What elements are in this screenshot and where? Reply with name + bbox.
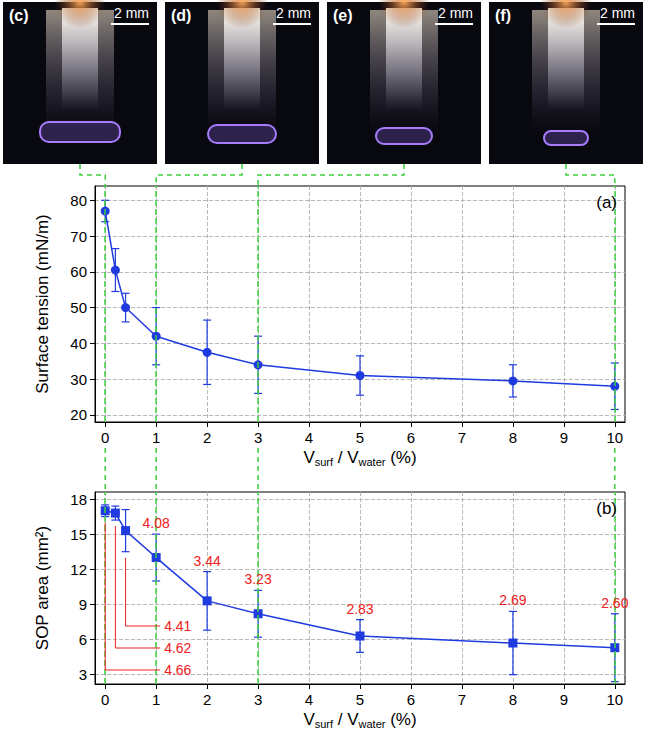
svg-text:3: 3	[254, 691, 262, 708]
svg-text:1: 1	[152, 429, 160, 446]
svg-text:V: V	[303, 710, 315, 729]
svg-text:(e): (e)	[333, 7, 353, 24]
svg-text:4: 4	[305, 429, 313, 446]
svg-text:4.66: 4.66	[164, 662, 191, 678]
svg-text:(f): (f)	[495, 7, 511, 24]
svg-text:3: 3	[79, 666, 87, 683]
svg-text:water: water	[358, 456, 386, 468]
svg-text:SOP area (mm²): SOP area (mm²)	[33, 526, 52, 650]
svg-text:4: 4	[305, 691, 313, 708]
svg-text:2.60: 2.60	[601, 595, 628, 611]
svg-text:80: 80	[70, 192, 87, 209]
svg-text:surf: surf	[315, 718, 334, 730]
svg-text:(%): (%)	[385, 710, 416, 729]
svg-text:7: 7	[458, 429, 466, 446]
svg-text:2 mm: 2 mm	[600, 5, 635, 21]
svg-text:(b): (b)	[596, 499, 617, 518]
svg-text:2 mm: 2 mm	[276, 5, 311, 21]
svg-text:3: 3	[254, 429, 262, 446]
svg-text:20: 20	[70, 406, 87, 423]
svg-text:(d): (d)	[171, 7, 191, 24]
svg-text:40: 40	[70, 335, 87, 352]
svg-text:6: 6	[407, 691, 415, 708]
svg-text:8: 8	[509, 691, 517, 708]
svg-text:9: 9	[560, 691, 568, 708]
svg-text:2.69: 2.69	[499, 592, 526, 608]
svg-text:18: 18	[70, 491, 87, 508]
svg-text:0: 0	[101, 429, 109, 446]
svg-text:2: 2	[203, 691, 211, 708]
svg-text:12: 12	[70, 561, 87, 578]
svg-text:(a): (a)	[596, 193, 617, 212]
svg-text:9: 9	[79, 596, 87, 613]
svg-text:(c): (c)	[9, 7, 29, 24]
svg-text:15: 15	[70, 526, 87, 543]
svg-text:7: 7	[458, 691, 466, 708]
svg-text:50: 50	[70, 299, 87, 316]
svg-text:5: 5	[356, 429, 364, 446]
svg-text:4.08: 4.08	[143, 515, 170, 531]
svg-text:water: water	[358, 718, 386, 730]
svg-text:3.44: 3.44	[193, 553, 220, 569]
svg-text:/ V: / V	[333, 448, 359, 467]
svg-text:5: 5	[356, 691, 364, 708]
svg-text:2 mm: 2 mm	[438, 5, 473, 21]
svg-text:10: 10	[606, 691, 623, 708]
svg-text:9: 9	[560, 429, 568, 446]
svg-text:(%): (%)	[385, 448, 416, 467]
svg-text:10: 10	[606, 429, 623, 446]
svg-text:2 mm: 2 mm	[114, 5, 149, 21]
svg-text:6: 6	[79, 631, 87, 648]
svg-text:70: 70	[70, 228, 87, 245]
svg-text:30: 30	[70, 371, 87, 388]
svg-text:4.41: 4.41	[164, 618, 191, 634]
svg-text:2: 2	[203, 429, 211, 446]
svg-text:1: 1	[152, 691, 160, 708]
svg-text:V: V	[303, 448, 315, 467]
svg-text:2.83: 2.83	[346, 601, 373, 617]
svg-text:60: 60	[70, 263, 87, 280]
svg-text:0: 0	[101, 691, 109, 708]
svg-text:6: 6	[407, 429, 415, 446]
svg-text:surf: surf	[315, 456, 334, 468]
svg-text:3.23: 3.23	[244, 571, 271, 587]
svg-text:8: 8	[509, 429, 517, 446]
svg-text:/ V: / V	[333, 710, 359, 729]
svg-text:Surface tension (mN/m): Surface tension (mN/m)	[33, 214, 52, 394]
svg-text:4.62: 4.62	[164, 640, 191, 656]
